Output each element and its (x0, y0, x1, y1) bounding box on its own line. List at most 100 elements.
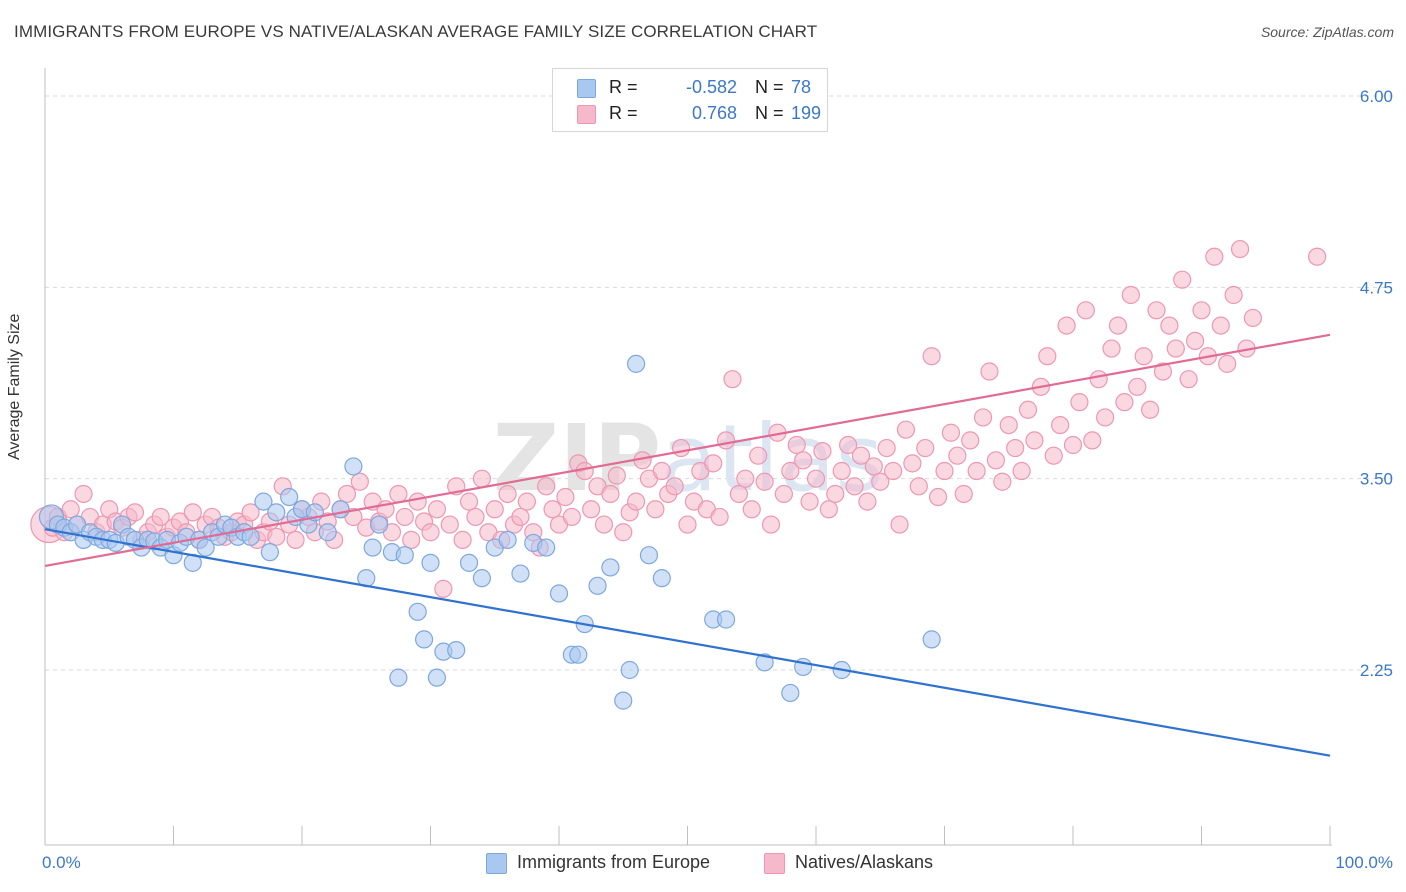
natives-point (922, 347, 941, 366)
natives-point (1018, 400, 1038, 419)
natives-point (626, 492, 646, 511)
natives-point (1205, 247, 1224, 266)
n-value: 199 (791, 103, 822, 123)
legend-label: Natives/Alaskans (795, 852, 934, 872)
immigrants-point (639, 546, 659, 565)
blue-swatch-icon (577, 79, 596, 98)
natives-point (864, 457, 883, 476)
natives-point (858, 492, 877, 511)
immigrants-point (588, 576, 607, 595)
natives-point (1108, 316, 1128, 335)
natives-point (421, 523, 440, 542)
natives-point (999, 415, 1018, 435)
immigrants-trend-line (44, 528, 1331, 757)
natives-point (819, 500, 838, 519)
r-label: R = (609, 77, 638, 97)
natives-point (601, 484, 620, 504)
natives-point (755, 472, 774, 491)
natives-point (389, 484, 408, 504)
immigrants-point (755, 653, 774, 672)
natives-point (556, 487, 575, 507)
immigrants-point (414, 630, 434, 649)
natives-point (742, 500, 761, 519)
natives-point (267, 527, 286, 546)
natives-point (485, 500, 504, 519)
natives-point (1070, 393, 1089, 412)
immigrants-point (447, 641, 466, 660)
natives-point (453, 530, 472, 549)
natives-point (954, 484, 973, 504)
immigrants-point (196, 538, 215, 557)
natives-point (498, 484, 517, 504)
natives-point (1192, 301, 1211, 320)
natives-point (1096, 408, 1115, 427)
natives-point (1185, 331, 1205, 351)
natives-point (1308, 247, 1327, 266)
natives-point (1134, 347, 1153, 366)
natives-point (350, 472, 369, 491)
y-axis-label: Average Family Size (6, 313, 23, 460)
immigrants-point (569, 645, 588, 664)
grid-lines (45, 95, 1392, 671)
natives-point (1128, 377, 1147, 396)
natives-point (440, 515, 459, 534)
natives-point (980, 362, 999, 381)
immigrants-point (614, 691, 633, 710)
natives-point (871, 472, 890, 491)
y-tick-labels: 2.25 3.50 4.75 6.00 (1360, 87, 1393, 680)
natives-point (562, 507, 581, 527)
natives-point (1044, 446, 1063, 465)
natives-point (1063, 435, 1083, 455)
natives-point (427, 500, 447, 519)
immigrants-point (472, 569, 491, 588)
immigrants-point (537, 538, 556, 557)
natives-point (800, 492, 819, 511)
immigrants-point (260, 543, 279, 562)
y-tick-label: 4.75 (1360, 278, 1393, 297)
natives-point (537, 477, 556, 496)
natives-point (710, 507, 729, 527)
natives-point (961, 431, 980, 450)
natives-point (61, 500, 80, 519)
immigrants-point (267, 503, 286, 522)
natives-point (1243, 308, 1263, 328)
immigrants-point (389, 668, 408, 687)
natives-point (337, 484, 357, 504)
natives-point (935, 461, 954, 481)
natives-point (1173, 270, 1192, 289)
natives-point (909, 477, 928, 496)
source-label: Source: ZipAtlas.com (1260, 24, 1394, 40)
natives-point (402, 530, 421, 549)
natives-trend-line (44, 333, 1331, 567)
natives-point (646, 500, 665, 519)
natives-point (948, 446, 967, 465)
immigrants-point (922, 630, 941, 649)
natives-point (903, 454, 922, 473)
immigrants-point (318, 523, 337, 542)
natives-point (704, 454, 723, 473)
y-tick-label: 2.25 (1360, 661, 1393, 680)
natives-point (582, 500, 601, 519)
natives-point (1012, 461, 1031, 481)
natives-point (1076, 301, 1095, 320)
natives-point (543, 500, 562, 519)
natives-point (1224, 285, 1243, 305)
r-value: -0.582 (685, 77, 737, 97)
natives-point (787, 435, 806, 455)
natives-point (774, 484, 793, 504)
immigrants-point (498, 530, 517, 549)
natives-point (1211, 316, 1230, 335)
natives-point (517, 492, 536, 511)
natives-point (1057, 316, 1076, 335)
natives-point (839, 435, 858, 455)
immigrants-point (421, 553, 440, 572)
axes (44, 68, 1332, 846)
natives-point (794, 451, 813, 470)
immigrants-point (280, 487, 299, 507)
immigrants-point (408, 602, 427, 621)
y-tick-label: 6.00 (1360, 87, 1393, 106)
natives-point (723, 370, 742, 389)
natives-point (986, 451, 1006, 470)
natives-point (781, 461, 800, 481)
